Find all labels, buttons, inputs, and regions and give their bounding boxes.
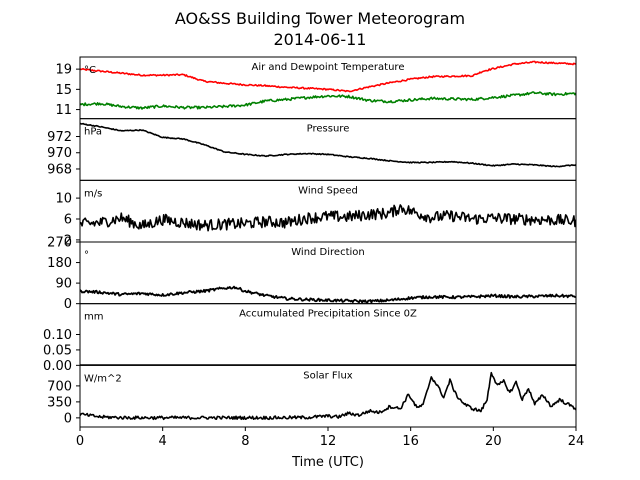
air-and-dewpoint-temperature-ytick-label: 15 xyxy=(55,83,72,98)
wind-speed-ytick-label: 10 xyxy=(55,192,72,207)
chart-title: AO&SS Building Tower Meteorogram xyxy=(175,9,465,28)
accumulated-precipitation-since-0z-title: Accumulated Precipitation Since 0Z xyxy=(239,309,417,320)
solar-flux-ytick-label: 700 xyxy=(47,379,72,394)
wind-direction-series-1-line xyxy=(80,285,576,304)
x-tick-label: 12 xyxy=(320,434,337,449)
pressure-ytick-label: 972 xyxy=(47,130,72,145)
air-and-dewpoint-temperature-series-1-line xyxy=(80,60,576,93)
solar-flux-unit: W/m^2 xyxy=(84,373,122,384)
air-and-dewpoint-temperature-series-2-line xyxy=(80,91,576,110)
x-tick-label: 8 xyxy=(241,434,249,449)
wind-direction-ytick-label: 90 xyxy=(55,277,72,292)
pressure-series-1-line xyxy=(80,122,576,168)
solar-flux-ytick-label: 350 xyxy=(47,395,72,410)
wind-speed-series-1-line xyxy=(80,204,576,232)
accumulated-precipitation-since-0z-ytick-label: 0.05 xyxy=(43,343,72,358)
x-axis-label: Time (UTC) xyxy=(291,455,364,470)
wind-direction-ytick-label: 270 xyxy=(47,236,72,251)
accumulated-precipitation-since-0z-ytick-label: 0.10 xyxy=(43,328,72,343)
panel-wind-speed: 2 6 10 Wind Speed m/s xyxy=(55,179,577,248)
solar-flux-title: Solar Flux xyxy=(303,370,353,381)
solar-flux-series-1-line xyxy=(80,371,576,421)
pressure-ytick-label: 970 xyxy=(47,146,72,161)
wind-speed-title: Wind Speed xyxy=(298,185,358,196)
panel-air-and-dewpoint-temperature: 11 15 19 Air and Dewpoint Temperature °C xyxy=(55,56,577,120)
x-tick-label: 4 xyxy=(159,434,167,449)
wind-direction-title: Wind Direction xyxy=(291,247,365,258)
panel-wind-direction: 0 90 180 270 Wind Direction ° xyxy=(47,236,577,312)
x-tick-label: 16 xyxy=(402,434,419,449)
x-tick-label: 24 xyxy=(568,434,585,449)
x-tick-label: 0 xyxy=(76,434,84,449)
accumulated-precipitation-since-0z-unit: mm xyxy=(84,312,103,323)
panel-accumulated-precipitation-since-0z: 0.000.050.10 Accumulated Precipitation Si… xyxy=(43,303,577,374)
pressure-ytick-label: 968 xyxy=(47,162,72,177)
wind-speed-ytick-label: 2 xyxy=(64,233,72,248)
pressure-title: Pressure xyxy=(307,124,350,135)
x-tick-label: 20 xyxy=(485,434,502,449)
wind-direction-unit: ° xyxy=(84,250,89,261)
air-and-dewpoint-temperature-title: Air and Dewpoint Temperature xyxy=(252,62,405,73)
wind-direction-ytick-label: 0 xyxy=(64,297,72,312)
wind-speed-ytick-label: 6 xyxy=(64,213,72,228)
wind-speed-unit: m/s xyxy=(84,188,102,199)
accumulated-precipitation-since-0z-ytick-label: 0.00 xyxy=(43,359,72,374)
pressure-unit: hPa xyxy=(84,127,102,138)
air-and-dewpoint-temperature-unit: °C xyxy=(84,65,96,76)
wind-direction-ytick-label: 180 xyxy=(47,256,72,271)
chart-subtitle: 2014-06-11 xyxy=(274,30,367,49)
air-and-dewpoint-temperature-ytick-label: 11 xyxy=(55,103,72,118)
solar-flux-ytick-label: 0 xyxy=(64,411,72,426)
air-and-dewpoint-temperature-ytick-label: 19 xyxy=(55,63,72,78)
x-axis: 0 4 8 12 16 20 24 xyxy=(76,427,584,449)
